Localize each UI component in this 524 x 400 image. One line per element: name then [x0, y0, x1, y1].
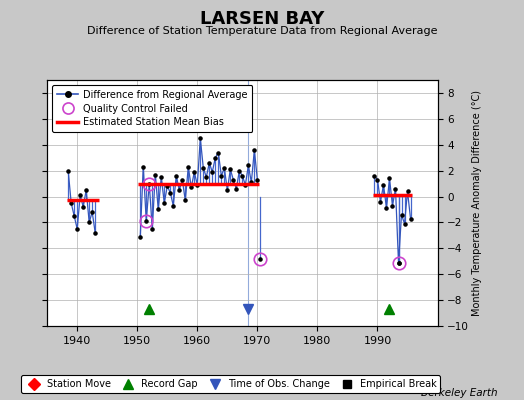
Text: LARSEN BAY: LARSEN BAY — [200, 10, 324, 28]
Text: Difference of Station Temperature Data from Regional Average: Difference of Station Temperature Data f… — [87, 26, 437, 36]
Legend: Difference from Regional Average, Quality Control Failed, Estimated Station Mean: Difference from Regional Average, Qualit… — [52, 85, 253, 132]
Text: Berkeley Earth: Berkeley Earth — [421, 388, 498, 398]
Legend: Station Move, Record Gap, Time of Obs. Change, Empirical Break: Station Move, Record Gap, Time of Obs. C… — [20, 375, 440, 393]
Y-axis label: Monthly Temperature Anomaly Difference (°C): Monthly Temperature Anomaly Difference (… — [472, 90, 482, 316]
